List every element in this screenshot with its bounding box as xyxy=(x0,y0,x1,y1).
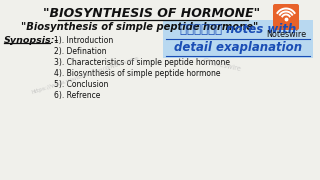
Text: detail exaplanation: detail exaplanation xyxy=(174,41,302,54)
Text: 6). Refrence: 6). Refrence xyxy=(54,91,100,100)
Text: 3). Characteristics of simple peptide hormone: 3). Characteristics of simple peptide ho… xyxy=(54,58,230,67)
Text: 1). Introduction: 1). Introduction xyxy=(54,36,113,45)
Text: "BIOSYNTHESIS OF HORMONE": "BIOSYNTHESIS OF HORMONE" xyxy=(44,7,260,20)
Text: Synopsis:-: Synopsis:- xyxy=(4,36,60,45)
FancyBboxPatch shape xyxy=(163,20,313,58)
Text: 2). Defination: 2). Defination xyxy=(54,47,107,56)
Text: @Noteswire: @Noteswire xyxy=(202,58,242,72)
Text: Noteswire: Noteswire xyxy=(266,30,306,39)
FancyBboxPatch shape xyxy=(273,4,299,30)
Text: 5). Conclusion: 5). Conclusion xyxy=(54,80,108,89)
Text: 4). Biosynthesis of simple peptide hormone: 4). Biosynthesis of simple peptide hormo… xyxy=(54,69,220,78)
Text: "Biosynthesis of simple peptide hormone": "Biosynthesis of simple peptide hormone" xyxy=(21,22,259,32)
Text: हिन्दी notes with: हिन्दी notes with xyxy=(180,23,296,36)
Text: https://www.youtube.com/@Noteswire: https://www.youtube.com/@Noteswire xyxy=(30,55,140,95)
